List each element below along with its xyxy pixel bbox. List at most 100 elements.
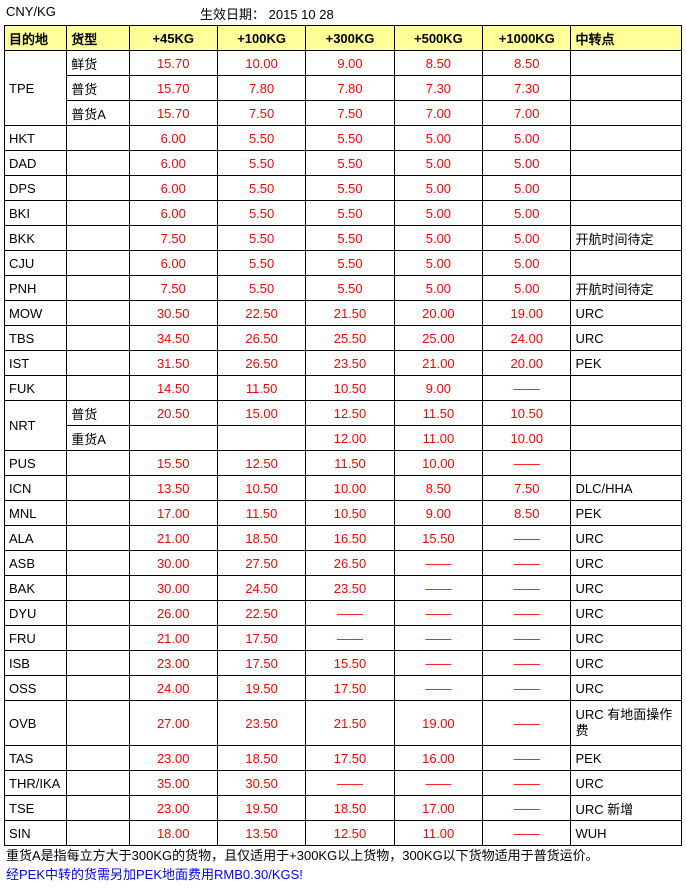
transit-cell <box>571 451 682 476</box>
price-cell: 21.00 <box>129 526 217 551</box>
price-cell: 26.50 <box>217 326 305 351</box>
dest-cell: THR/IKA <box>5 771 67 796</box>
transit-cell <box>571 101 682 126</box>
price-cell: —— <box>483 626 571 651</box>
table-row: DAD6.005.505.505.005.00 <box>5 151 682 176</box>
price-cell: 6.00 <box>129 151 217 176</box>
transit-cell: 开航时间待定 <box>571 276 682 301</box>
price-cell: 7.30 <box>483 76 571 101</box>
type-cell <box>67 551 129 576</box>
table-row: PUS15.5012.5011.5010.00—— <box>5 451 682 476</box>
transit-cell: PEK <box>571 351 682 376</box>
price-cell: 17.50 <box>217 651 305 676</box>
price-cell: —— <box>483 651 571 676</box>
price-cell: 20.50 <box>129 401 217 426</box>
price-cell: 27.50 <box>217 551 305 576</box>
price-cell: 7.80 <box>306 76 394 101</box>
price-cell: 5.50 <box>306 226 394 251</box>
price-cell: —— <box>394 676 482 701</box>
type-cell: 重货A <box>67 426 129 451</box>
type-cell <box>67 601 129 626</box>
price-cell: 25.50 <box>306 326 394 351</box>
price-cell: 17.50 <box>217 626 305 651</box>
table-row: DYU26.0022.50——————URC <box>5 601 682 626</box>
price-cell: 10.00 <box>483 426 571 451</box>
table-row: FRU21.0017.50——————URC <box>5 626 682 651</box>
price-cell: 5.00 <box>394 126 482 151</box>
price-cell: 5.50 <box>217 176 305 201</box>
type-cell <box>67 651 129 676</box>
table-row: 普货A15.707.507.507.007.00 <box>5 101 682 126</box>
price-cell: 27.00 <box>129 701 217 746</box>
price-cell: 26.00 <box>129 601 217 626</box>
price-cell: 35.00 <box>129 771 217 796</box>
table-row: ASB30.0027.5026.50————URC <box>5 551 682 576</box>
price-cell: 21.50 <box>306 701 394 746</box>
price-cell: 10.00 <box>306 476 394 501</box>
price-cell: 19.50 <box>217 676 305 701</box>
table-row: ISB23.0017.5015.50————URC <box>5 651 682 676</box>
type-cell <box>67 821 129 846</box>
price-cell: 22.50 <box>217 301 305 326</box>
dest-cell: BAK <box>5 576 67 601</box>
type-cell <box>67 326 129 351</box>
dest-cell: NRT <box>5 401 67 451</box>
transit-cell: 开航时间待定 <box>571 226 682 251</box>
table-row: ALA21.0018.5016.5015.50——URC <box>5 526 682 551</box>
price-cell: 16.50 <box>306 526 394 551</box>
transit-cell <box>571 176 682 201</box>
transit-cell: URC <box>571 551 682 576</box>
price-cell: —— <box>483 576 571 601</box>
table-row: MOW30.5022.5021.5020.0019.00URC <box>5 301 682 326</box>
price-cell: —— <box>394 551 482 576</box>
price-cell: 5.00 <box>483 226 571 251</box>
transit-cell: URC 有地面操作费 <box>571 701 682 746</box>
price-cell: —— <box>306 626 394 651</box>
table-row: DPS6.005.505.505.005.00 <box>5 176 682 201</box>
price-cell: —— <box>483 526 571 551</box>
type-cell <box>67 226 129 251</box>
price-cell: 5.50 <box>217 226 305 251</box>
type-cell <box>67 526 129 551</box>
price-cell: 23.00 <box>129 796 217 821</box>
dest-cell: DPS <box>5 176 67 201</box>
price-cell: 5.00 <box>394 226 482 251</box>
col-1000kg: +1000KG <box>483 26 571 51</box>
dest-cell: TAS <box>5 746 67 771</box>
price-cell: 30.00 <box>129 576 217 601</box>
price-cell: 30.50 <box>129 301 217 326</box>
price-table: 目的地 货型 +45KG +100KG +300KG +500KG +1000K… <box>4 25 682 846</box>
price-cell: 5.50 <box>217 151 305 176</box>
footnote-pek-fee: 经PEK中转的货需另加PEK地面费用RMB0.30/KGS! <box>4 867 682 884</box>
price-cell: 7.50 <box>129 226 217 251</box>
price-cell: —— <box>306 771 394 796</box>
price-cell: 30.00 <box>129 551 217 576</box>
dest-cell: TPE <box>5 51 67 126</box>
dest-cell: BKK <box>5 226 67 251</box>
type-cell <box>67 376 129 401</box>
transit-cell: URC <box>571 576 682 601</box>
price-cell: 20.00 <box>394 301 482 326</box>
price-cell: —— <box>483 551 571 576</box>
table-row: NRT普货20.5015.0012.5011.5010.50 <box>5 401 682 426</box>
price-cell: 26.50 <box>217 351 305 376</box>
price-cell: 18.50 <box>306 796 394 821</box>
table-row: THR/IKA35.0030.50——————URC <box>5 771 682 796</box>
price-cell: 9.00 <box>394 501 482 526</box>
price-cell: 13.50 <box>129 476 217 501</box>
type-cell <box>67 576 129 601</box>
price-cell: 14.50 <box>129 376 217 401</box>
price-cell: 23.50 <box>306 351 394 376</box>
transit-cell: DLC/HHA <box>571 476 682 501</box>
dest-cell: TSE <box>5 796 67 821</box>
dest-cell: DYU <box>5 601 67 626</box>
transit-cell: URC <box>571 626 682 651</box>
price-cell: 5.00 <box>394 276 482 301</box>
price-cell: 5.50 <box>306 151 394 176</box>
dest-cell: OSS <box>5 676 67 701</box>
price-cell: 7.80 <box>217 76 305 101</box>
type-cell: 普货 <box>67 76 129 101</box>
transit-cell: URC <box>571 651 682 676</box>
table-row: TPE鲜货15.7010.009.008.508.50 <box>5 51 682 76</box>
table-row: CJU6.005.505.505.005.00 <box>5 251 682 276</box>
